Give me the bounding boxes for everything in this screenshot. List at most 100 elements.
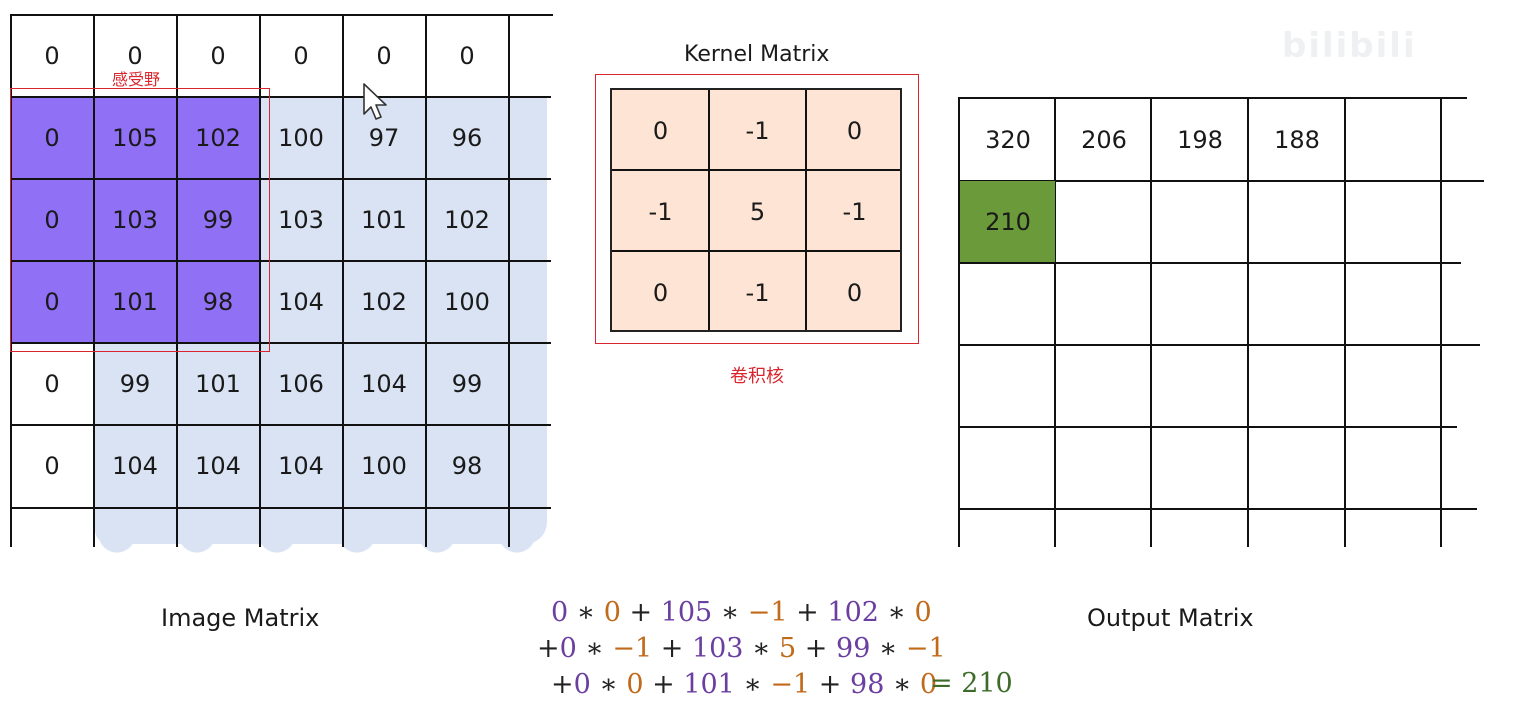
output-cell: 320 <box>985 126 1031 154</box>
image-cell: 104 <box>361 370 407 398</box>
output-grid-vline <box>1344 97 1346 547</box>
formula-token: −1 <box>612 633 653 664</box>
output-matrix-caption: Output Matrix <box>1087 604 1254 632</box>
image-cell: 0 <box>293 42 309 70</box>
formula-line-3: +0 ∗ 0 + 101 ∗ −1 + 98 ∗ 0 <box>551 669 937 700</box>
formula-line-2: +0 ∗ −1 + 103 ∗ 5 + 99 ∗ −1 <box>537 633 946 664</box>
image-cell: 99 <box>119 370 151 398</box>
output-grid-hline <box>959 508 1477 510</box>
image-cell: 98 <box>202 288 234 316</box>
formula-token: ∗ <box>576 633 613 664</box>
image-cell: 0 <box>459 42 475 70</box>
formula-token: ∗ <box>734 669 771 700</box>
kernel-cell: -1 <box>648 197 673 226</box>
image-cell: 100 <box>444 288 490 316</box>
image-grid-vline <box>176 14 178 547</box>
mouse-pointer-icon <box>362 82 388 126</box>
image-cell: 101 <box>112 288 158 316</box>
formula-result: = 210 <box>930 668 1013 699</box>
formula-token: + <box>537 633 560 664</box>
output-grid-hline <box>959 262 1461 264</box>
output-grid-vline <box>958 97 960 547</box>
formula-token: ∗ <box>878 597 915 628</box>
image-cell: 99 <box>202 206 234 234</box>
kernel-cell: -1 <box>745 278 770 307</box>
image-grid-hline <box>10 260 551 262</box>
formula-token: −1 <box>747 597 788 628</box>
image-grid-vline <box>342 14 344 547</box>
formula-token: 0 <box>603 597 621 628</box>
output-grid-hline <box>959 426 1457 428</box>
receptive-field-label: 感受野 <box>112 70 161 89</box>
output-grid-hline <box>959 97 1467 99</box>
output-highlight-cell <box>960 181 1055 262</box>
output-highlight-value: 210 <box>985 207 1031 236</box>
image-cell: 101 <box>361 206 407 234</box>
image-cell: 0 <box>44 370 60 398</box>
formula-token: + <box>787 597 828 628</box>
image-grid-vline <box>508 14 510 547</box>
output-cell: 198 <box>1177 126 1223 154</box>
formula-line-1: 0 ∗ 0 + 105 ∗ −1 + 102 ∗ 0 <box>551 597 932 628</box>
watermark-logo: bilibili <box>1282 26 1417 66</box>
receptive-field-box <box>10 88 270 352</box>
formula-token: 0 <box>914 597 932 628</box>
formula-token: ∗ <box>870 633 906 664</box>
formula-token: 101 <box>683 669 735 700</box>
formula-token: ∗ <box>743 633 780 664</box>
kernel-cell: -1 <box>842 197 867 226</box>
image-cell: 100 <box>278 124 324 152</box>
image-cell: 0 <box>127 42 143 70</box>
image-grid-hline <box>10 342 551 344</box>
formula-token: ∗ <box>568 597 604 628</box>
output-grid-vline <box>1440 97 1442 547</box>
output-cell: 206 <box>1081 126 1127 154</box>
image-cell: 0 <box>44 288 60 316</box>
image-cell: 104 <box>278 452 324 480</box>
image-grid-hline <box>10 96 551 98</box>
image-cell: 0 <box>210 42 226 70</box>
output-grid-hline <box>959 344 1480 346</box>
image-grid-vline <box>93 14 95 547</box>
output-grid-vline <box>1054 97 1056 547</box>
image-cell: 103 <box>112 206 158 234</box>
image-grid-hline <box>10 14 553 16</box>
image-cell: 106 <box>278 370 324 398</box>
formula-token: ∗ <box>884 669 920 700</box>
kernel-cell: 0 <box>652 278 669 307</box>
formula-token: 105 <box>660 597 713 628</box>
formula-token: 0 <box>551 597 569 628</box>
formula-token: 0 <box>573 669 591 700</box>
formula-token: 98 <box>850 669 885 700</box>
image-grid-hline <box>10 178 551 180</box>
formula-token: 103 <box>691 633 744 664</box>
image-cell: 103 <box>278 206 324 234</box>
formula-token: 0 <box>919 669 938 700</box>
image-cell: 100 <box>361 452 407 480</box>
image-cell: 0 <box>44 206 60 234</box>
formula-token: 0 <box>626 669 644 700</box>
formula-token: 99 <box>836 633 871 664</box>
formula-token: + <box>796 633 837 664</box>
formula-token: −1 <box>770 669 811 700</box>
image-cell: 0 <box>44 42 60 70</box>
image-cell: 96 <box>451 124 483 152</box>
formula-token: −1 <box>905 633 946 664</box>
image-cell: 99 <box>451 370 483 398</box>
formula-token: ∗ <box>712 597 748 628</box>
image-grid-vline <box>10 14 12 547</box>
output-grid-vline <box>1150 97 1152 547</box>
kernel-cell: 0 <box>652 116 669 145</box>
image-cell: 104 <box>112 452 158 480</box>
image-cell: 102 <box>444 206 490 234</box>
formula-token: 0 <box>559 633 577 664</box>
formula-token: + <box>620 597 661 628</box>
formula-token: 102 <box>827 597 879 628</box>
formula-token: + <box>652 633 692 664</box>
image-cell: 101 <box>195 370 241 398</box>
output-grid-hline <box>959 180 1484 182</box>
formula-token: + <box>810 669 851 700</box>
receptive-field-fill <box>11 97 260 344</box>
image-cell: 0 <box>44 452 60 480</box>
image-cell: 0 <box>376 42 392 70</box>
